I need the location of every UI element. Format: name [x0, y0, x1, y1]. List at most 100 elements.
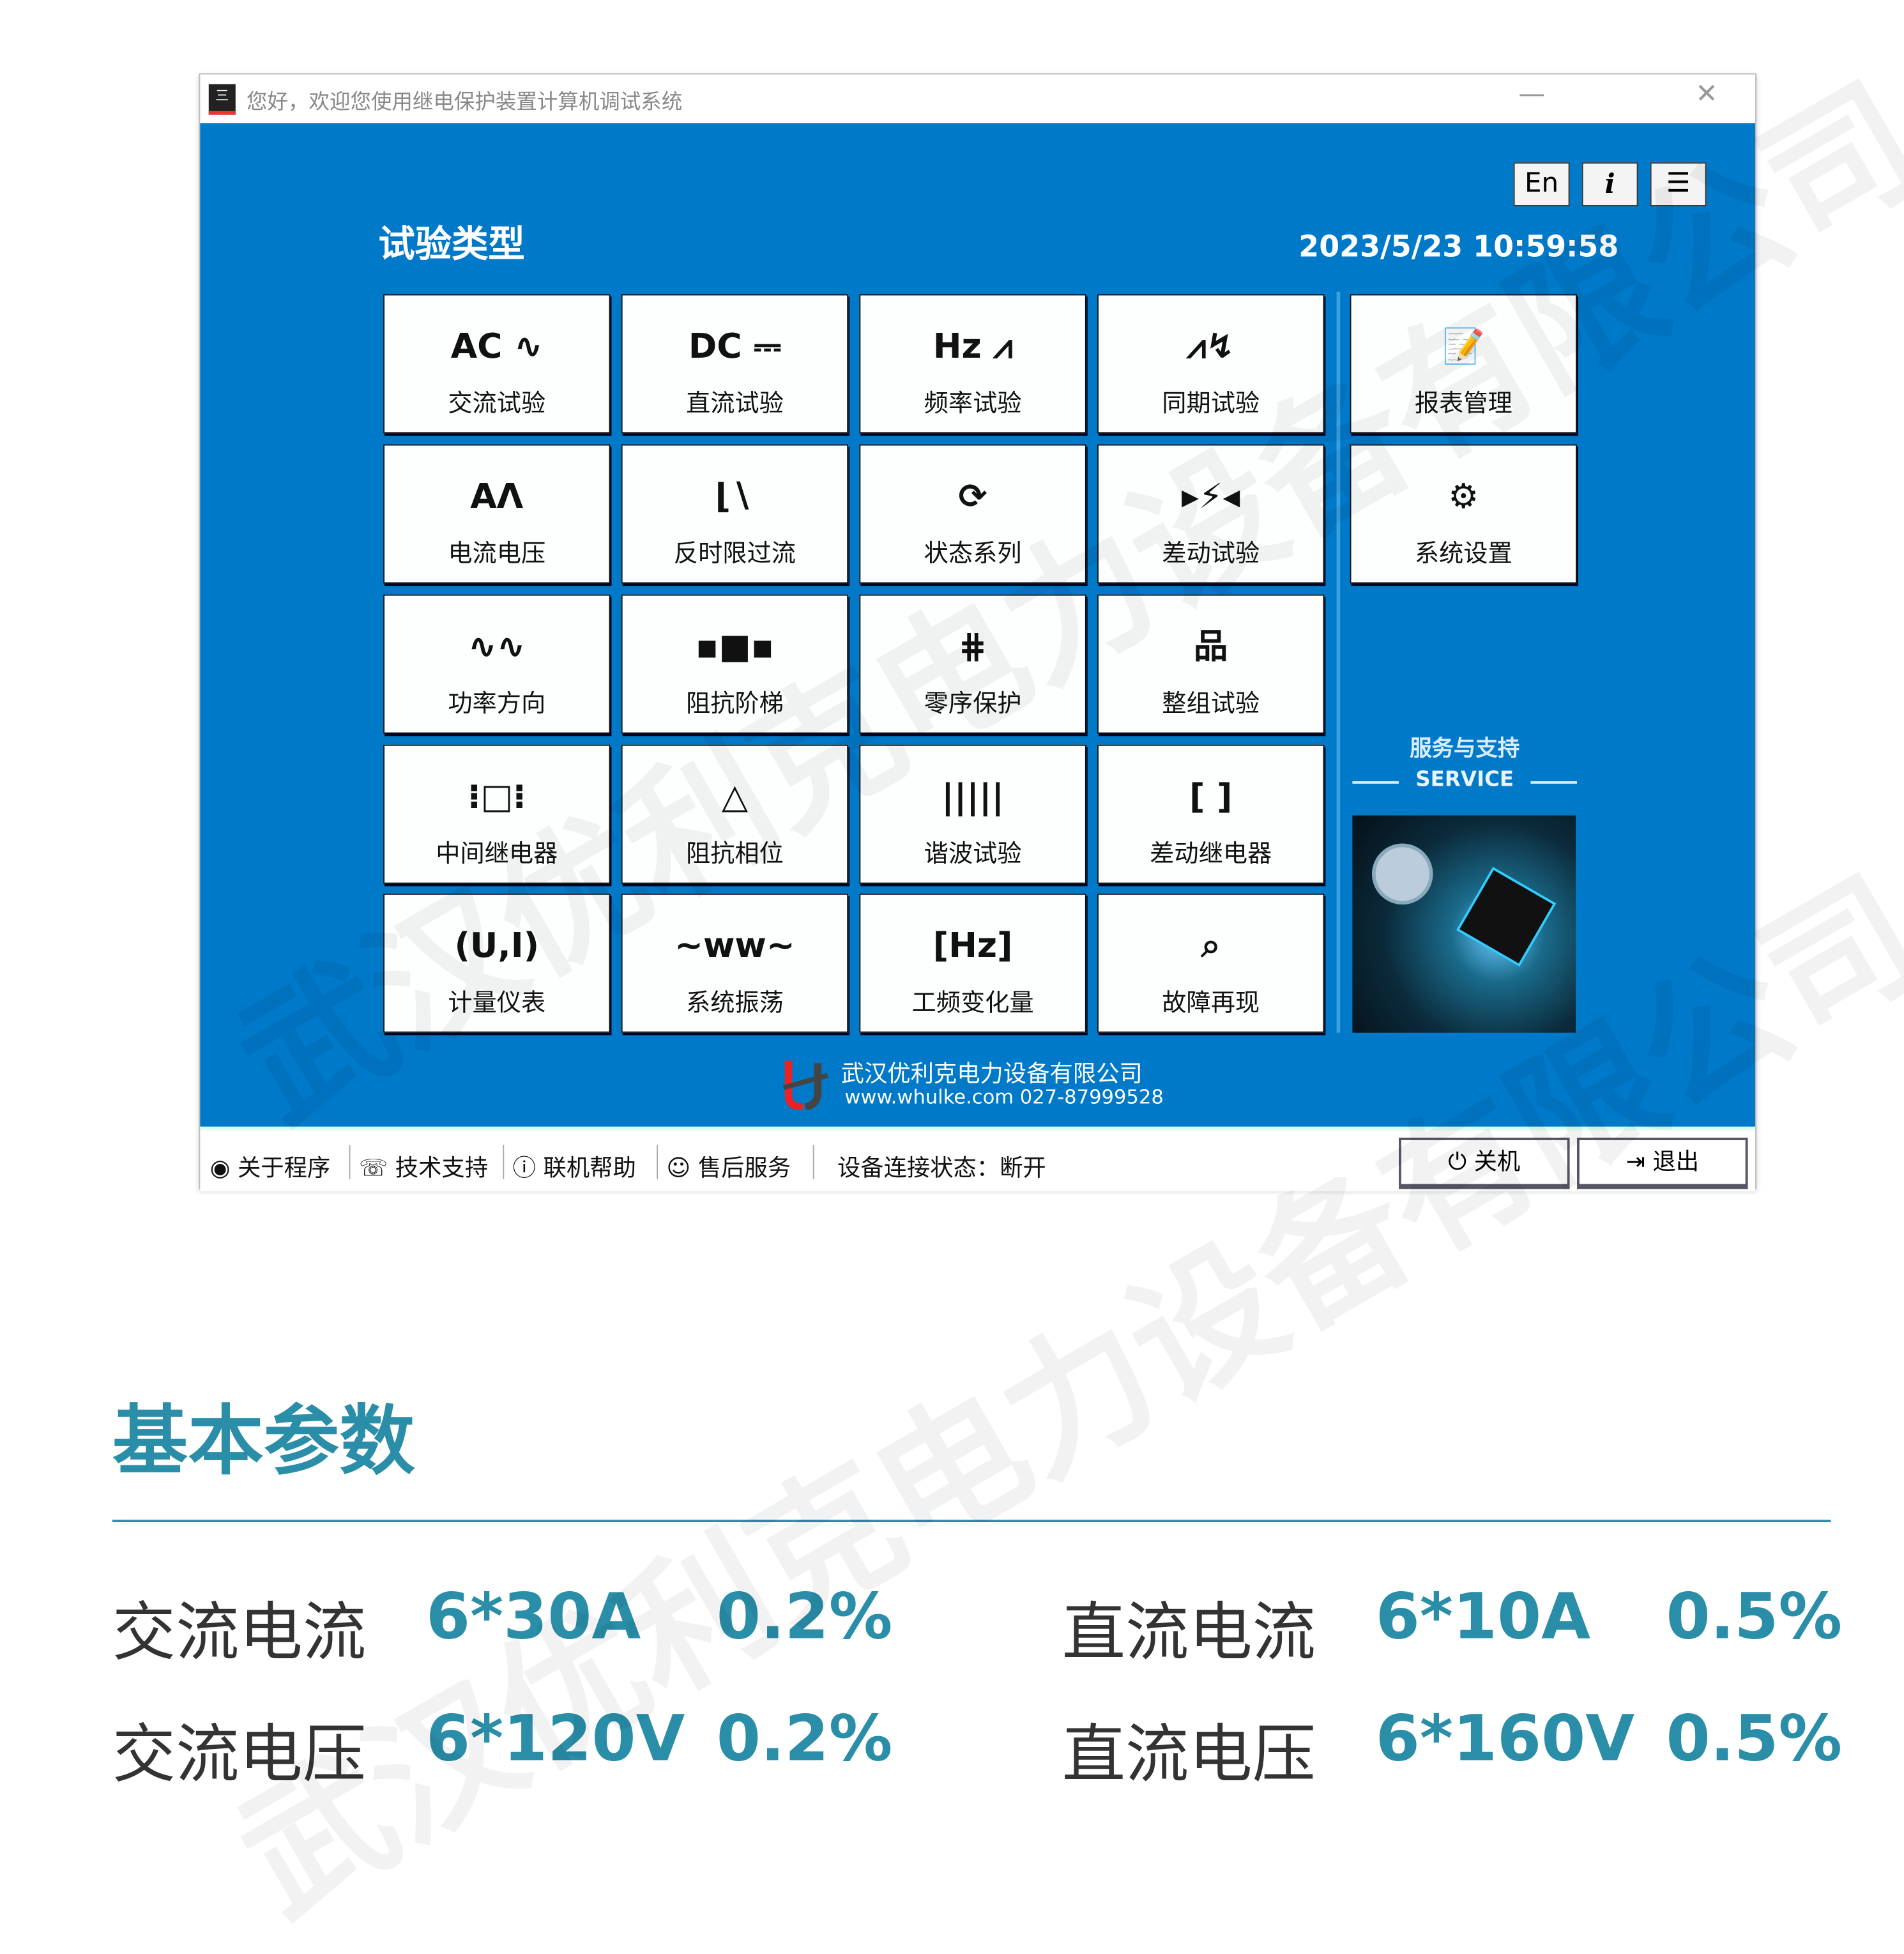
dc-test-icon: DC ⎓	[688, 326, 781, 367]
tile-power-frequency-variation[interactable]: [Hz] 工频变化量	[859, 893, 1086, 1033]
param-accuracy: 0.2%	[716, 1580, 893, 1654]
tile-power-direction[interactable]: ∿∿ 功率方向	[383, 594, 611, 734]
tile-metering-instrument[interactable]: (U,I) 计量仪表	[383, 893, 611, 1033]
section-title: 基本参数	[112, 1396, 415, 1486]
tile-current-voltage[interactable]: AΛ 电流电压	[383, 444, 611, 584]
zero-sequence-protection-icon: ⋕	[958, 626, 987, 667]
tile-intermediate-relay[interactable]: ⁝□⁝ 中间继电器	[383, 744, 611, 884]
harmonic-test-icon: |||||	[941, 776, 1004, 817]
connection-status: 设备连接状态：断开	[837, 1154, 1046, 1182]
info-button[interactable]: i	[1581, 162, 1638, 206]
after-sales-link[interactable]: ☺ 售后服务	[666, 1150, 791, 1183]
ac-test-icon: AC ∿	[450, 326, 543, 367]
app-window: 三 您好，欢迎您使用继电保护装置计算机调试系统 — ✕ 试验类型 2023/5/…	[199, 73, 1756, 1192]
impedance-ladder-icon: ▪■▪	[695, 626, 774, 667]
separator	[657, 1145, 659, 1180]
divider	[1530, 781, 1578, 784]
about-program-link[interactable]: ◉ 关于程序	[210, 1150, 331, 1183]
tile-fault-reproduction[interactable]: ⌕ 故障再现	[1097, 893, 1325, 1033]
param-label: 交流电流	[112, 1596, 367, 1670]
param-accuracy: 0.5%	[1666, 1580, 1843, 1654]
tile-label: 中间继电器	[436, 838, 558, 868]
tile-report-management[interactable]: 📝 报表管理	[1350, 294, 1578, 434]
divider	[1352, 781, 1399, 784]
fault-reproduction-icon: ⌕	[1201, 925, 1221, 966]
tile-harmonic-test[interactable]: ||||| 谐波试验	[859, 744, 1086, 884]
tile-state-sequence[interactable]: ⟳ 状态系列	[859, 444, 1086, 584]
phone-icon: ☏	[358, 1154, 388, 1182]
shutdown-button[interactable]: ⏻ 关机	[1399, 1138, 1570, 1189]
tile-label: 频率试验	[924, 388, 1022, 418]
synchronization-test-icon: ⩘↯	[1187, 326, 1235, 367]
tile-differential-test[interactable]: ▸⚡◂ 差动试验	[1097, 444, 1325, 584]
param-label: 直流电流	[1062, 1596, 1316, 1670]
company-name: 武汉优利克电力设备有限公司	[841, 1060, 1143, 1088]
tile-synchronization-test[interactable]: ⩘↯ 同期试验	[1097, 294, 1325, 434]
system-oscillation-icon: ~ww~	[674, 925, 795, 966]
tile-inverse-time-overcurrent[interactable]: ⌊∖ 反时限过流	[621, 444, 849, 584]
param-value: 6*160V	[1375, 1702, 1635, 1776]
tile-whole-group-test[interactable]: 品整组试验	[1097, 594, 1325, 734]
exit-label: 退出	[1652, 1149, 1700, 1176]
chip-graphic	[1456, 866, 1557, 967]
inverse-time-overcurrent-icon: ⌊∖	[715, 476, 755, 517]
tile-label: 谐波试验	[924, 838, 1022, 868]
tile-label: 工频变化量	[911, 987, 1034, 1017]
tile-label: 计量仪表	[448, 987, 546, 1017]
separator	[503, 1145, 505, 1180]
service-subtitle: SERVICE	[1415, 768, 1514, 793]
online-help-link[interactable]: ⓘ 联机帮助	[513, 1150, 636, 1183]
param-value: 6*120V	[425, 1702, 685, 1776]
exit-icon: ⇥	[1626, 1149, 1645, 1176]
close-button[interactable]: ✕	[1695, 79, 1718, 110]
tile-impedance-ladder[interactable]: ▪■▪ 阻抗阶梯	[621, 594, 849, 734]
tile-label: 交流试验	[448, 388, 546, 418]
param-value: 6*30A	[425, 1580, 641, 1654]
minimize-button[interactable]: —	[1518, 79, 1546, 110]
whole-group-test-icon: 品	[1193, 626, 1228, 667]
current-voltage-icon: AΛ	[470, 476, 524, 517]
online-help-label: 联机帮助	[543, 1154, 636, 1182]
tile-label: 系统振荡	[685, 987, 784, 1017]
report-management-icon: 📝	[1442, 326, 1485, 367]
tile-label: 阻抗相位	[685, 838, 784, 868]
tile-label: 阻抗阶梯	[685, 688, 784, 718]
company-contact: www.whulke.com 027-87999528	[844, 1085, 1164, 1109]
tile-label: 直流试验	[685, 388, 784, 418]
tile-system-settings[interactable]: ⚙ 系统设置	[1350, 444, 1578, 584]
tile-label: 电流电压	[448, 538, 546, 568]
exit-button[interactable]: ⇥ 退出	[1577, 1138, 1748, 1189]
menu-button[interactable]: ☰	[1650, 162, 1707, 206]
tile-differential-relay[interactable]: [ ] 差动继电器	[1097, 744, 1325, 884]
tile-label: 系统设置	[1414, 538, 1512, 568]
main-panel: 试验类型 2023/5/23 10:59:58 En i ☰ AC ∿ 交流试验 D…	[200, 123, 1756, 1127]
tech-support-link[interactable]: ☏ 技术支持	[359, 1150, 488, 1183]
tile-impedance-phase[interactable]: △ 阻抗相位	[621, 744, 849, 884]
tile-label: 反时限过流	[673, 538, 796, 568]
tile-zero-sequence-protection[interactable]: ⋕ 零序保护	[859, 594, 1086, 734]
status-bar: ◉ 关于程序 ☏ 技术支持 ⓘ 联机帮助 ☺ 售后服务 设备连接状态：断开 ⏻ …	[200, 1126, 1756, 1192]
intermediate-relay-icon: ⁝□⁝	[468, 776, 526, 817]
window-title: 您好，欢迎您使用继电保护装置计算机调试系统	[247, 90, 683, 115]
separator	[349, 1145, 351, 1180]
tile-frequency-test[interactable]: Hz ⩘ 频率试验	[859, 294, 1086, 434]
frequency-test-icon: Hz ⩘	[933, 326, 1013, 367]
tile-dc-test[interactable]: DC ⎓ 直流试验	[621, 294, 849, 434]
language-button[interactable]: En	[1513, 162, 1570, 206]
divider	[112, 1520, 1831, 1523]
tile-ac-test[interactable]: AC ∿ 交流试验	[383, 294, 611, 434]
param-label: 直流电压	[1062, 1718, 1316, 1792]
tile-label: 报表管理	[1414, 388, 1512, 418]
tile-label: 差动试验	[1162, 538, 1260, 568]
after-sales-label: 售后服务	[697, 1154, 791, 1182]
system-settings-icon: ⚙	[1448, 476, 1479, 517]
tile-label: 同期试验	[1162, 388, 1260, 418]
param-label: 交流电压	[112, 1718, 367, 1792]
tile-label: 状态系列	[924, 538, 1022, 568]
tile-label: 故障再现	[1162, 987, 1260, 1017]
power-frequency-variation-icon: [Hz]	[933, 925, 1013, 966]
power-icon: ⏻	[1448, 1149, 1467, 1176]
tile-system-oscillation[interactable]: ~ww~ 系统振荡	[621, 893, 849, 1033]
metering-instrument-icon: (U,I)	[454, 925, 540, 966]
service-image[interactable]	[1352, 815, 1576, 1033]
